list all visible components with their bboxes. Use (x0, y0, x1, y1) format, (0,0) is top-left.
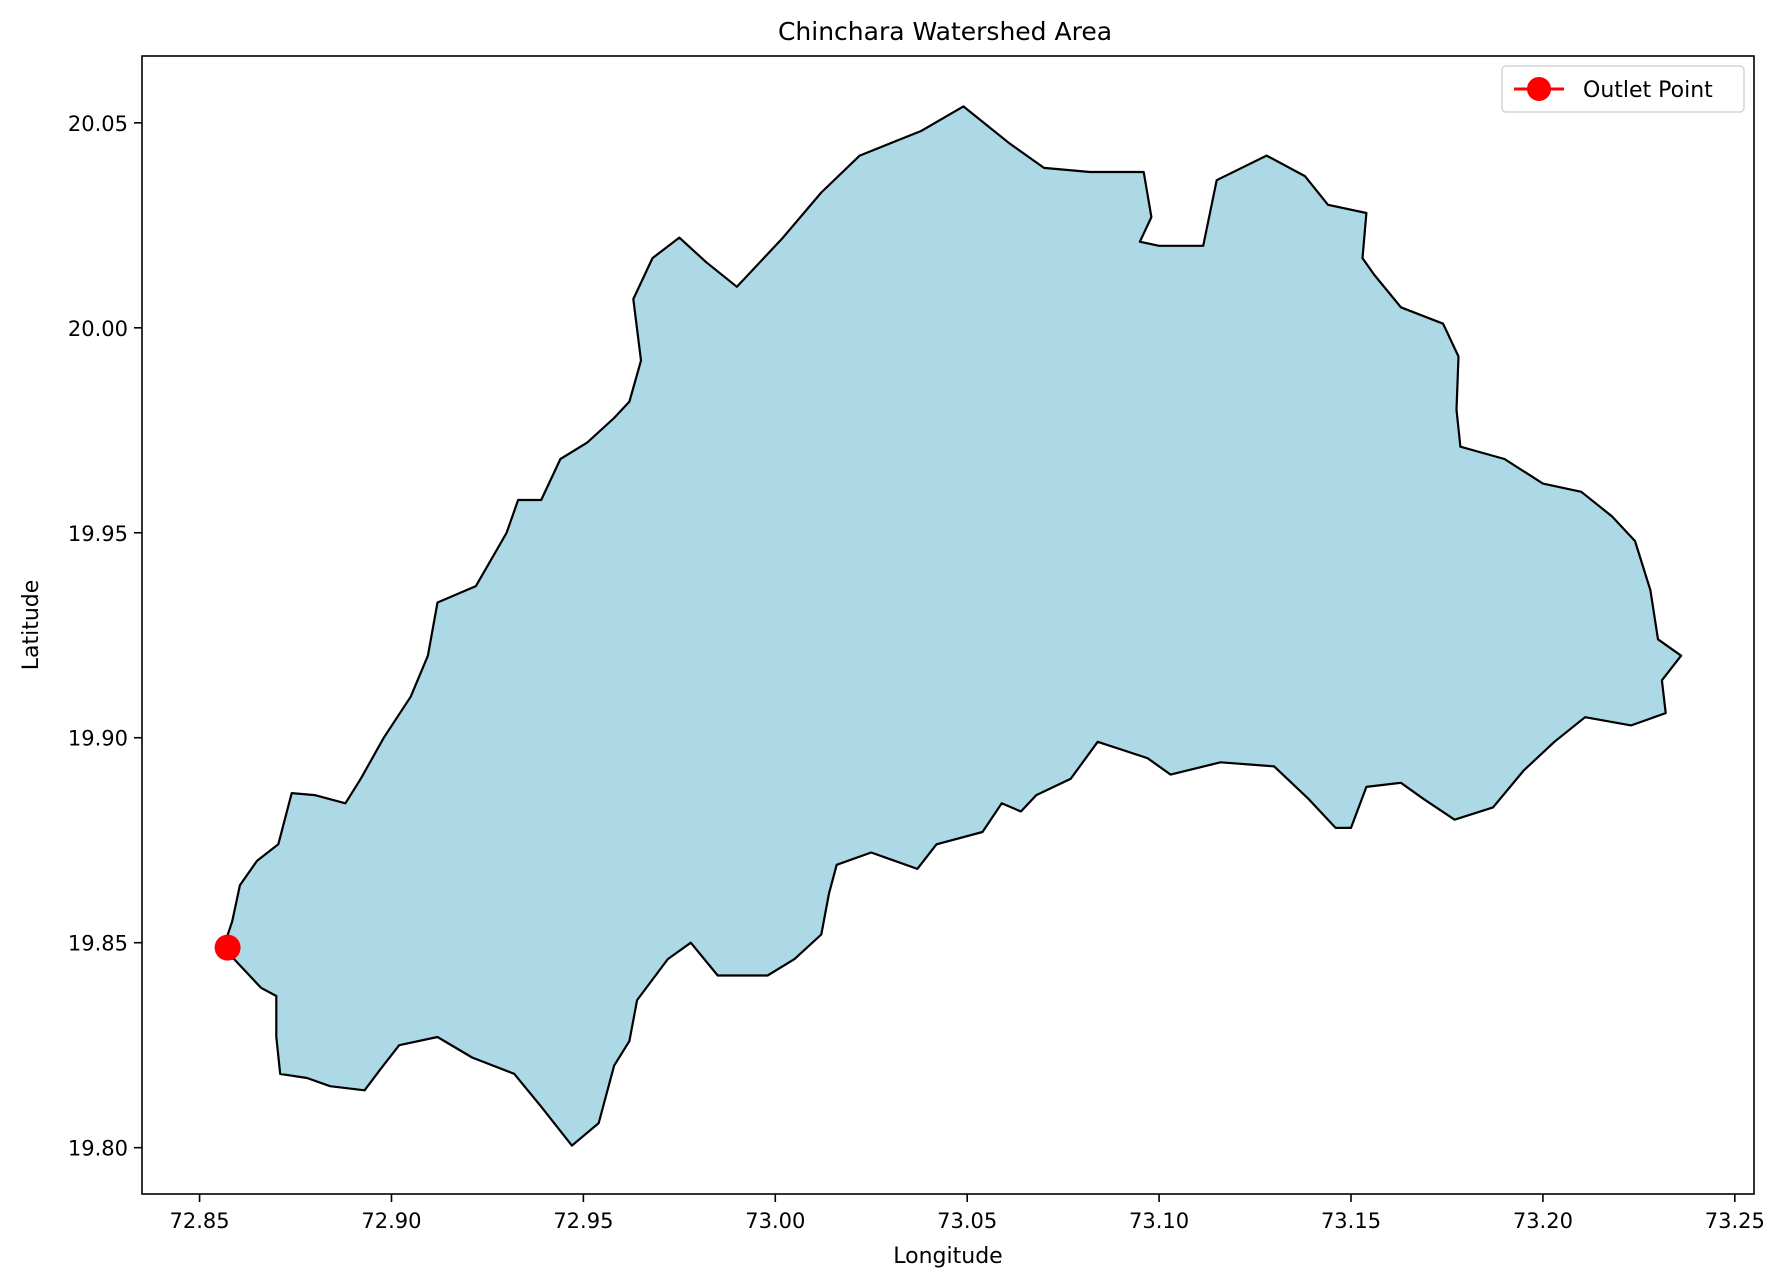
watershed-polygon (219, 105, 1683, 1147)
legend-marker (1527, 77, 1551, 101)
x-tick-label: 73.10 (1129, 1209, 1189, 1233)
y-tick-label: 19.80 (68, 1137, 128, 1161)
x-tick-label: 72.85 (170, 1209, 230, 1233)
chart-title: Chinchara Watershed Area (778, 17, 1112, 46)
y-tick-label: 20.05 (68, 112, 128, 136)
x-tick-label: 73.25 (1705, 1209, 1765, 1233)
y-tick-label: 19.90 (68, 727, 128, 751)
x-tick-label: 72.90 (361, 1209, 421, 1233)
y-axis: 19.80 19.85 19.90 19.95 20.00 20.05 (68, 112, 142, 1161)
outlet-layer (214, 934, 241, 961)
y-tick-label: 19.85 (68, 932, 128, 956)
legend-box (1501, 65, 1745, 113)
axes-frame (141, 55, 1755, 1195)
x-tick-label: 73.15 (1321, 1209, 1381, 1233)
x-tick-label: 73.05 (937, 1209, 997, 1233)
x-axis-label: Longitude (893, 1244, 1002, 1269)
outlet-point-marker (214, 934, 241, 961)
legend: Outlet Point (1501, 65, 1745, 113)
y-tick-label: 19.95 (68, 522, 128, 546)
legend-label-outlet-point: Outlet Point (1583, 78, 1713, 103)
x-tick-label: 73.20 (1513, 1209, 1573, 1233)
y-tick-label: 20.00 (68, 317, 128, 341)
x-tick-label: 72.95 (553, 1209, 613, 1233)
watershed-layer (219, 105, 1683, 1147)
x-axis: 72.85 72.90 72.95 73.00 73.05 73.10 73.15 73.20… (170, 1194, 1765, 1233)
x-tick-label: 73.00 (745, 1209, 805, 1233)
y-axis-label: Latitude (19, 580, 44, 671)
